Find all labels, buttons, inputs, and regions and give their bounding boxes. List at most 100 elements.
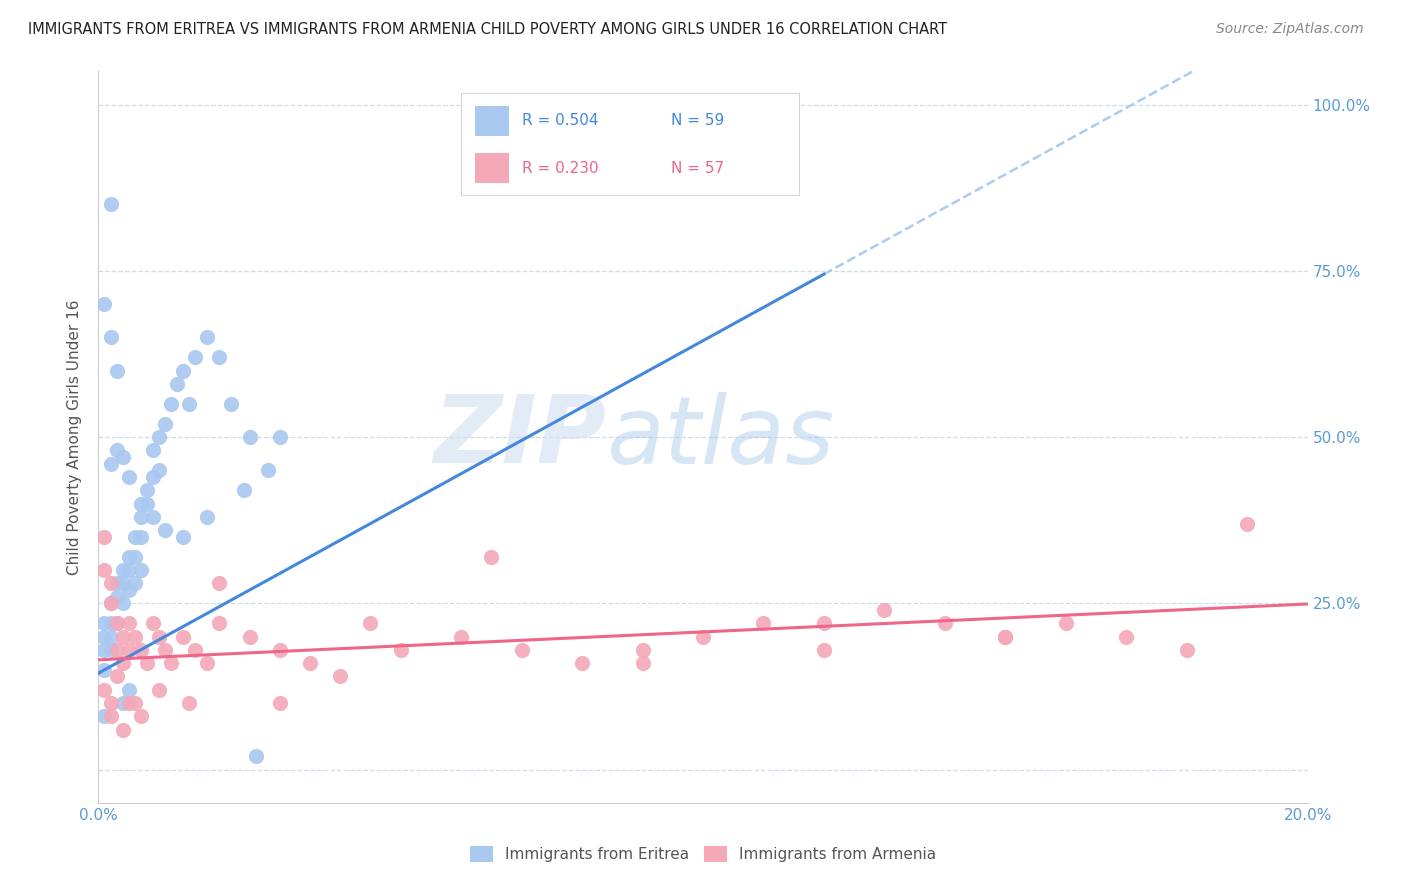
Point: [232, 483, 254, 498]
Point: [148, 430, 170, 444]
Point: [299, 656, 322, 670]
Point: [135, 497, 157, 511]
Point: [118, 470, 141, 484]
Point: [118, 682, 141, 697]
Point: [118, 616, 141, 631]
Point: [118, 696, 141, 710]
Point: [450, 630, 472, 644]
Point: [100, 630, 122, 644]
Point: [510, 643, 533, 657]
Point: [100, 596, 122, 610]
Point: [239, 430, 262, 444]
Point: [184, 351, 207, 365]
Point: [195, 330, 218, 344]
Point: [93, 643, 115, 657]
Point: [124, 630, 146, 644]
Point: [208, 576, 231, 591]
Point: [105, 443, 128, 458]
Point: [256, 463, 278, 477]
Point: [172, 630, 194, 644]
Point: [1054, 616, 1077, 631]
Point: [994, 630, 1017, 644]
Point: [129, 563, 152, 577]
Point: [118, 582, 141, 597]
Point: [118, 563, 141, 577]
Y-axis label: Child Poverty Among Girls Under 16: Child Poverty Among Girls Under 16: [67, 300, 83, 574]
Point: [179, 696, 201, 710]
Point: [100, 330, 122, 344]
Point: [105, 576, 128, 591]
Point: [105, 363, 128, 377]
Point: [100, 596, 122, 610]
Point: [481, 549, 503, 564]
Point: [93, 630, 115, 644]
Point: [1115, 630, 1137, 644]
Point: [124, 549, 146, 564]
Point: [129, 509, 152, 524]
Point: [148, 682, 170, 697]
Point: [93, 682, 115, 697]
Point: [111, 656, 134, 670]
Point: [118, 643, 141, 657]
Point: [142, 470, 165, 484]
Point: [269, 430, 291, 444]
Point: [111, 576, 134, 591]
Point: [172, 363, 194, 377]
Point: [752, 616, 775, 631]
Point: [269, 696, 291, 710]
Point: [1175, 643, 1198, 657]
Point: [148, 463, 170, 477]
Point: [100, 709, 122, 723]
Point: [692, 630, 714, 644]
Point: [100, 576, 122, 591]
Point: [153, 523, 176, 537]
Text: IMMIGRANTS FROM ERITREA VS IMMIGRANTS FROM ARMENIA CHILD POVERTY AMONG GIRLS UND: IMMIGRANTS FROM ERITREA VS IMMIGRANTS FR…: [28, 22, 948, 37]
Text: Source: ZipAtlas.com: Source: ZipAtlas.com: [1216, 22, 1364, 37]
Point: [105, 590, 128, 604]
Point: [160, 397, 183, 411]
Point: [93, 616, 115, 631]
Point: [195, 656, 218, 670]
Point: [994, 630, 1017, 644]
Point: [631, 656, 654, 670]
Point: [118, 549, 141, 564]
Point: [111, 630, 134, 644]
Point: [631, 643, 654, 657]
Point: [135, 483, 157, 498]
Point: [142, 616, 165, 631]
Point: [111, 563, 134, 577]
Point: [166, 376, 188, 391]
Point: [142, 443, 165, 458]
Point: [239, 630, 262, 644]
Point: [184, 643, 207, 657]
Point: [389, 643, 412, 657]
Point: [93, 709, 115, 723]
Legend: Immigrants from Eritrea, Immigrants from Armenia: Immigrants from Eritrea, Immigrants from…: [464, 840, 942, 868]
Point: [195, 509, 218, 524]
Point: [100, 643, 122, 657]
Point: [111, 696, 134, 710]
Point: [873, 603, 896, 617]
Point: [172, 530, 194, 544]
Point: [124, 696, 146, 710]
Point: [813, 643, 835, 657]
Point: [111, 596, 134, 610]
Point: [360, 616, 382, 631]
Point: [129, 709, 152, 723]
Point: [93, 663, 115, 677]
Point: [160, 656, 183, 670]
Point: [208, 616, 231, 631]
Point: [245, 749, 267, 764]
Point: [208, 351, 231, 365]
Point: [934, 616, 956, 631]
Point: [571, 656, 593, 670]
Point: [105, 669, 128, 683]
Point: [100, 696, 122, 710]
Point: [124, 530, 146, 544]
Point: [813, 616, 835, 631]
Point: [129, 530, 152, 544]
Point: [100, 616, 122, 631]
Point: [111, 723, 134, 737]
Point: [105, 616, 128, 631]
Text: atlas: atlas: [606, 392, 835, 483]
